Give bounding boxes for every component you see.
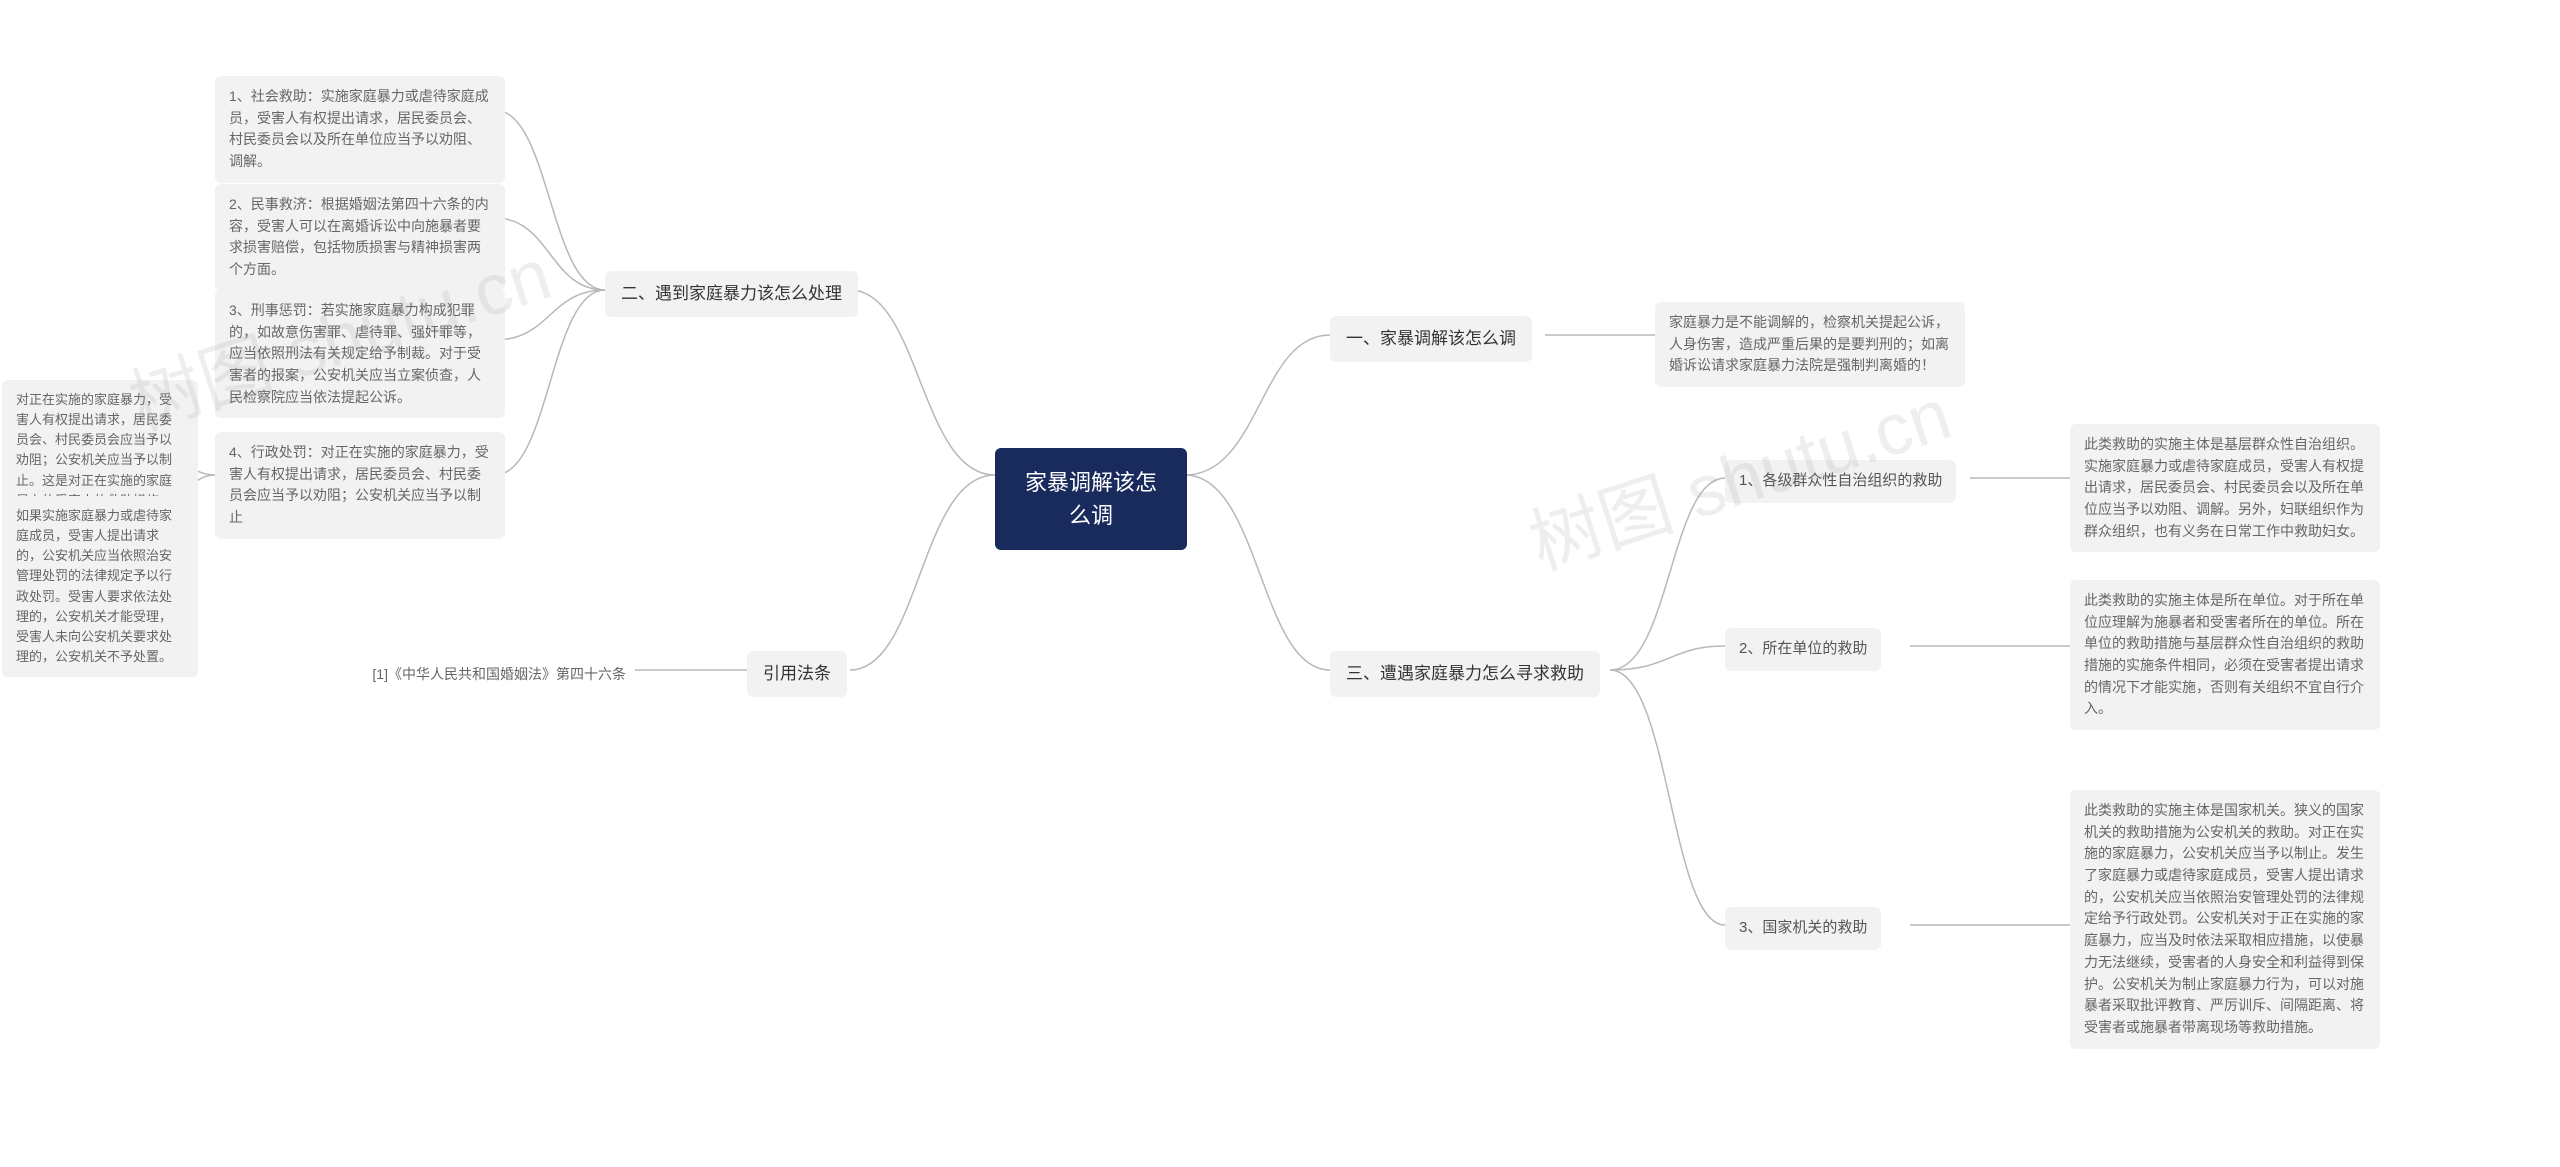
l2-c4-s2: 如果实施家庭暴力或虐待家庭成员，受害人提出请求的，公安机关应当依照治安管理处罚的… — [2, 496, 198, 677]
l2-c4-label: 4、行政处罚：对正在实施的家庭暴力，受害人有权提出请求，居民委员会、村民委员会应… — [229, 444, 489, 525]
l2-c1-text: 1、社会救助：实施家庭暴力或虐待家庭成员，受害人有权提出请求，居民委员会、村民委… — [229, 88, 489, 169]
l2-c1-leaf: 1、社会救助：实施家庭暴力或虐待家庭成员，受害人有权提出请求，居民委员会、村民委… — [215, 76, 505, 183]
l2-c3-text: 3、刑事惩罚：若实施家庭暴力构成犯罪的，如故意伤害罪、虐待罪、强奸罪等，应当依照… — [229, 302, 481, 405]
r3-c2-leaf: 此类救助的实施主体是所在单位。对于所在单位应理解为施暴者和受害者所在的单位。所在… — [2070, 580, 2380, 730]
r3-c1-label: 1、各级群众性自治组织的救助 — [1739, 472, 1942, 489]
r1-node: 一、家暴调解该怎么调 — [1330, 316, 1532, 362]
r3-c1-leaf-text: 此类救助的实施主体是基层群众性自治组织。实施家庭暴力或虐待家庭成员，受害人有权提… — [2084, 436, 2364, 539]
r3-node: 三、遭遇家庭暴力怎么寻求救助 — [1330, 651, 1600, 697]
r3-c3-leaf-text: 此类救助的实施主体是国家机关。狭义的国家机关的救助措施为公安机关的救助。对正在实… — [2084, 802, 2364, 1035]
l2-c4-s2-text: 如果实施家庭暴力或虐待家庭成员，受害人提出请求的，公安机关应当依照治安管理处罚的… — [16, 508, 172, 664]
root-label: 家暴调解该怎么调 — [1025, 470, 1157, 528]
l2-c2-leaf: 2、民事救济：根据婚姻法第四十六条的内容，受害人可以在离婚诉讼中向施暴者要求损害… — [215, 184, 505, 291]
l2-node: 二、遇到家庭暴力该怎么处理 — [605, 271, 858, 317]
r3-c3-leaf: 此类救助的实施主体是国家机关。狭义的国家机关的救助措施为公安机关的救助。对正在实… — [2070, 790, 2380, 1049]
ref-leaf: [1]《中华人民共和国婚姻法》第四十六条 — [330, 654, 640, 696]
r3-c2-label: 2、所在单位的救助 — [1739, 640, 1867, 657]
l2-c4-node: 4、行政处罚：对正在实施的家庭暴力，受害人有权提出请求，居民委员会、村民委员会应… — [215, 432, 505, 539]
r3-c1-node: 1、各级群众性自治组织的救助 — [1725, 460, 1956, 503]
ref-label: 引用法条 — [763, 664, 831, 683]
ref-leaf-text: [1]《中华人民共和国婚姻法》第四十六条 — [372, 666, 626, 682]
l2-c4-s1-text: 对正在实施的家庭暴力，受害人有权提出请求，居民委员会、村民委员会应当予以劝阻；公… — [16, 392, 172, 508]
r3-label: 三、遭遇家庭暴力怎么寻求救助 — [1346, 664, 1584, 683]
r3-c3-label: 3、国家机关的救助 — [1739, 919, 1867, 936]
r3-c2-leaf-text: 此类救助的实施主体是所在单位。对于所在单位应理解为施暴者和受害者所在的单位。所在… — [2084, 592, 2364, 716]
r1-leaf: 家庭暴力是不能调解的，检察机关提起公诉，人身伤害，造成严重后果的是要判刑的；如离… — [1655, 302, 1965, 387]
l2-c3-leaf: 3、刑事惩罚：若实施家庭暴力构成犯罪的，如故意伤害罪、虐待罪、强奸罪等，应当依照… — [215, 290, 505, 418]
root-node: 家暴调解该怎么调 — [995, 448, 1187, 550]
r3-c1-leaf: 此类救助的实施主体是基层群众性自治组织。实施家庭暴力或虐待家庭成员，受害人有权提… — [2070, 424, 2380, 552]
l2-label: 二、遇到家庭暴力该怎么处理 — [621, 284, 842, 303]
r1-leaf-text: 家庭暴力是不能调解的，检察机关提起公诉，人身伤害，造成严重后果的是要判刑的；如离… — [1669, 314, 1949, 373]
r3-c3-node: 3、国家机关的救助 — [1725, 907, 1881, 950]
r3-c2-node: 2、所在单位的救助 — [1725, 628, 1881, 671]
l2-c2-text: 2、民事救济：根据婚姻法第四十六条的内容，受害人可以在离婚诉讼中向施暴者要求损害… — [229, 196, 489, 277]
r1-label: 一、家暴调解该怎么调 — [1346, 329, 1516, 348]
ref-node: 引用法条 — [747, 651, 847, 697]
